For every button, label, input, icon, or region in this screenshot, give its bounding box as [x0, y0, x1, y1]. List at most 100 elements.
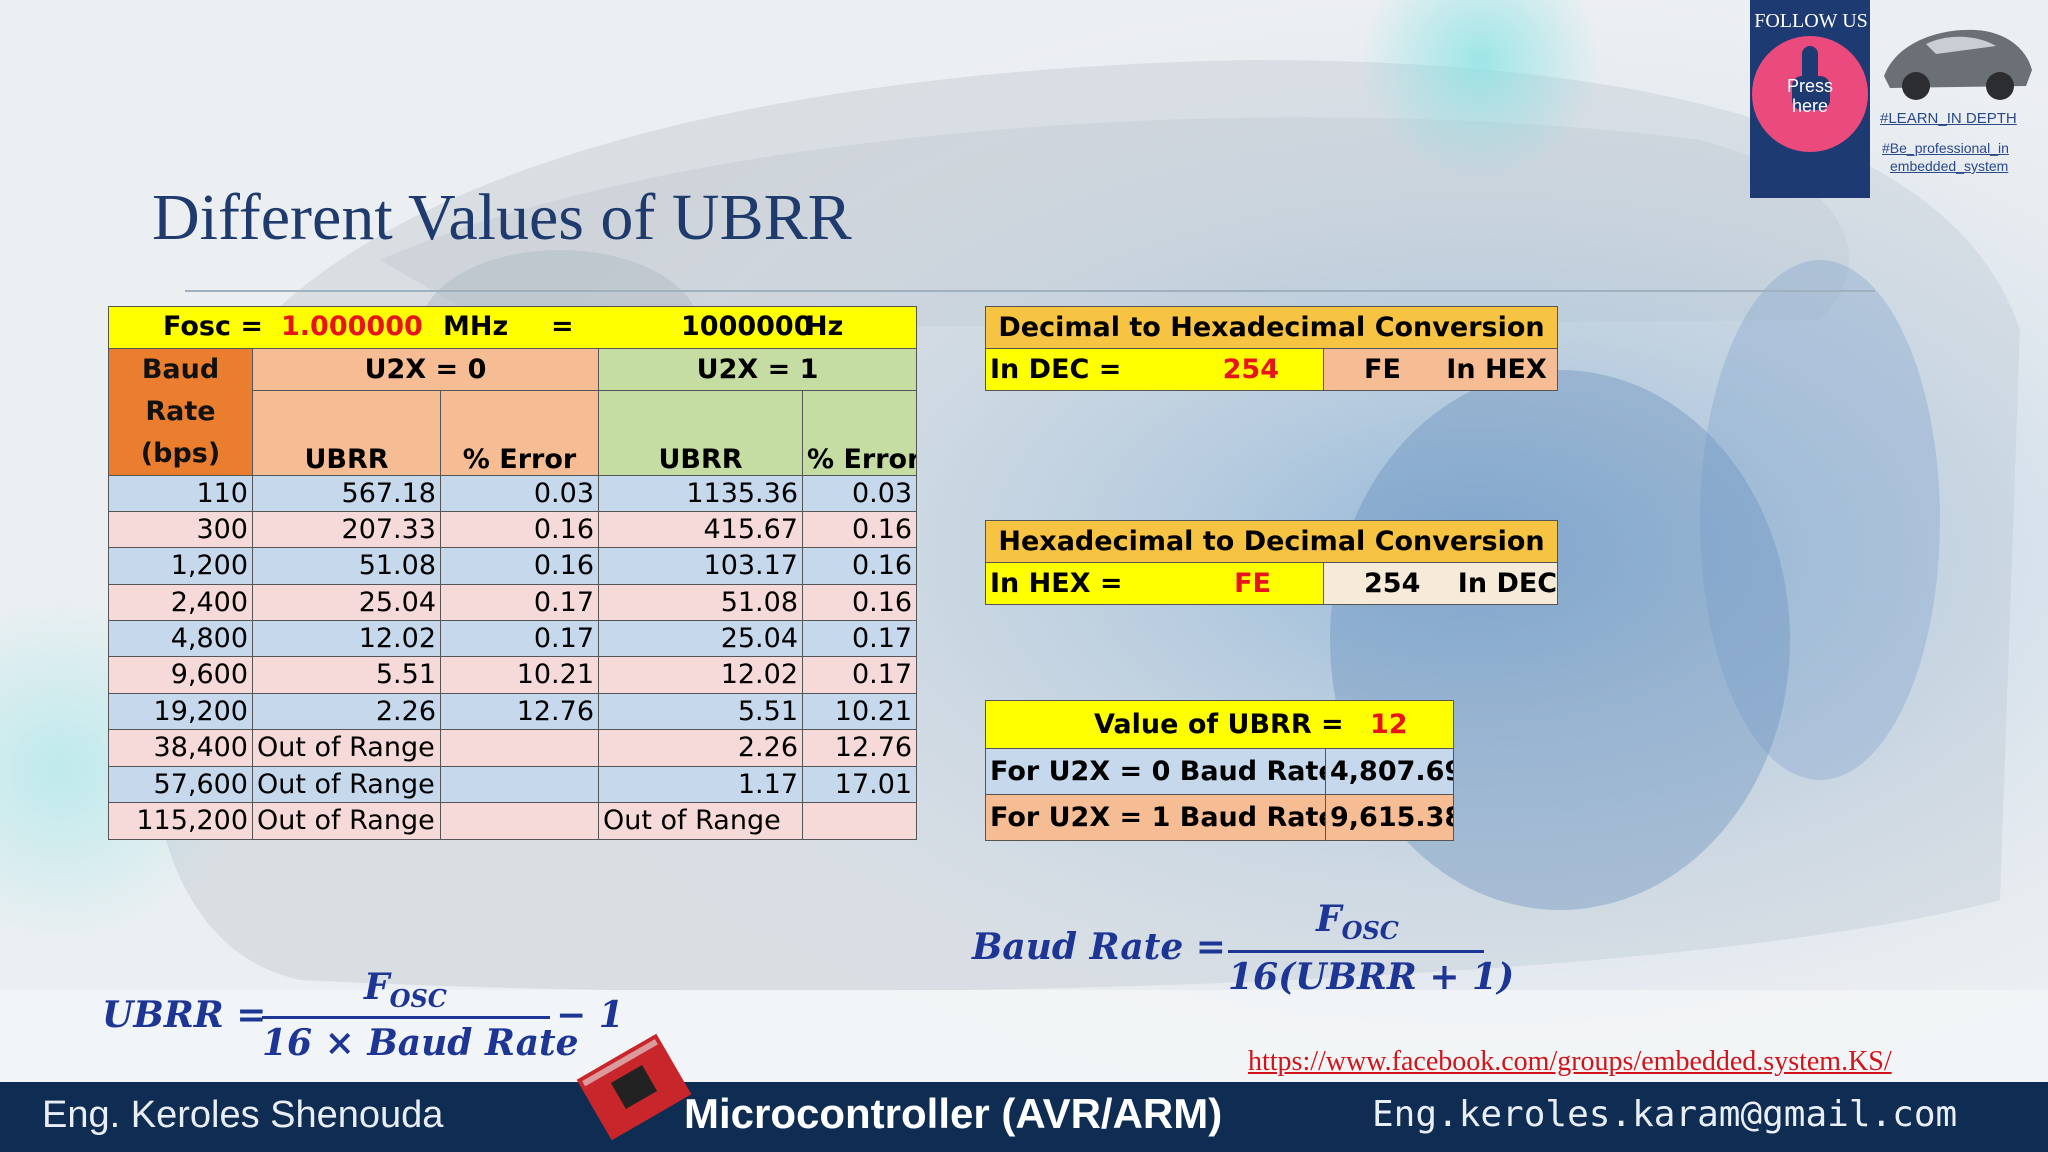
ubrr0-cell: 51.08	[252, 547, 441, 585]
table-row: 38,400 Out of Range 2.26 12.76	[108, 729, 918, 767]
table-row: 9,600 5.51 10.21 12.02 0.17	[108, 656, 918, 694]
u2x1-baud-value: 9,615.38	[1324, 794, 1455, 841]
table-row: 110 567.18 0.03 1135.36 0.03	[108, 475, 918, 512]
err0-cell	[440, 765, 599, 803]
dev-board-icon	[576, 1033, 692, 1141]
ubrr-value-cell[interactable]: Value of UBRR = 12	[984, 700, 1455, 749]
hex-input-cell[interactable]: In HEX = FE	[985, 562, 1324, 605]
err1-cell: 17.01	[801, 765, 918, 803]
footer-bar: Eng. Keroles Shenouda Microcontroller (A…	[0, 1033, 2048, 1152]
ubrr1-cell: 415.67	[598, 511, 803, 548]
baud-rate-cell: 2,400	[108, 583, 253, 621]
ubrr0-cell: Out of Range	[252, 729, 441, 767]
footer-author: Eng. Keroles Shenouda	[42, 1094, 444, 1136]
hex-output-value: FE	[1364, 354, 1401, 385]
footer-course: Microcontroller (AVR/ARM)	[684, 1090, 1223, 1137]
ubrr0-cell: 207.33	[252, 511, 441, 548]
fosc-equals: =	[551, 311, 574, 342]
fosc-mhz-unit: MHz	[443, 311, 509, 342]
ubrr1-cell: 2.26	[598, 729, 803, 767]
embedded-system-tag[interactable]: embedded_system	[1890, 158, 2009, 174]
ubrr-num-f: F	[364, 966, 390, 1008]
ubrr1-cell: 103.17	[598, 547, 803, 585]
car-thumbnail-icon	[1884, 29, 2032, 100]
baud-rate-cell: 1,200	[108, 547, 253, 585]
err1-cell: 12.76	[801, 729, 918, 767]
ubrr0-cell: 567.18	[252, 475, 441, 512]
ubrr1-cell: Out of Range	[598, 802, 803, 840]
err0-cell	[440, 802, 599, 840]
learn-in-depth-tag[interactable]: #LEARN_IN DEPTH	[1880, 110, 2017, 127]
ubrr-table: Fosc = 1.000000 MHz = 1000000 Hz Baud Ra…	[107, 306, 918, 840]
footer-email[interactable]: Eng.keroles.karam@gmail.com	[1372, 1094, 1958, 1135]
ubrr-formula-tail: − 1	[556, 994, 624, 1036]
u2x0-header: U2X = 0	[252, 347, 599, 392]
dec-input-cell[interactable]: In DEC = 254	[985, 348, 1324, 391]
baud-rate-cell: 4,800	[108, 620, 253, 657]
ubrr-fraction-bar	[262, 1016, 550, 1019]
hex-output-label: In HEX	[1446, 354, 1547, 385]
dec-to-hex-title: Decimal to Hexadecimal Conversion	[985, 306, 1558, 349]
dec-input-label: In DEC =	[990, 354, 1122, 385]
facebook-group-link[interactable]: https://www.facebook.com/groups/embedded…	[1248, 1046, 1892, 1077]
err1-header: % Error	[801, 390, 918, 476]
dec-input-value: 254	[1222, 354, 1279, 385]
baud-fraction-bar	[1228, 950, 1484, 953]
err1-cell: 0.16	[801, 511, 918, 548]
table-row: 1,200 51.08 0.16 103.17 0.16	[108, 547, 918, 585]
ubrr1-header: UBRR	[598, 390, 803, 476]
u2x0-baud-value: 4,807.69	[1324, 748, 1455, 795]
ubrr-formula-denominator: 16 × Baud Rate	[262, 1022, 579, 1064]
u2x1-header: U2X = 1	[597, 347, 918, 392]
ubrr-num-sub: OSC	[389, 984, 447, 1014]
ubrr-formula-lhs: UBRR =	[102, 994, 267, 1036]
err1-cell: 0.16	[801, 583, 918, 621]
slide-title: Different Values of UBRR	[152, 181, 852, 254]
ubrr-formula-numerator: FOSC	[364, 966, 447, 1013]
err0-cell: 12.76	[440, 692, 599, 730]
dec-to-hex-box: Decimal to Hexadecimal Conversion In DEC…	[985, 306, 1558, 391]
ubrr1-cell: 5.51	[598, 692, 803, 730]
dec-output-value: 254	[1364, 568, 1421, 599]
fosc-hz-unit: Hz	[805, 311, 844, 342]
err0-header: % Error	[440, 390, 599, 476]
ubrr1-cell: 1135.36	[598, 475, 803, 512]
baud-num-f: F	[1316, 898, 1342, 940]
err0-cell: 0.17	[440, 620, 599, 657]
ubrr-value-box: Value of UBRR = 12 For U2X = 0 Baud Rate…	[984, 700, 1455, 841]
baud-rate-cell: 300	[108, 511, 253, 548]
ubrr-value-label: Value of UBRR =	[1094, 709, 1344, 740]
baud-formula-denominator: 16(UBRR + 1)	[1228, 956, 1515, 998]
ubrr1-cell: 1.17	[598, 765, 803, 803]
title-divider	[185, 290, 1875, 292]
press-here-button[interactable]: Press here	[1752, 36, 1868, 152]
ubrr0-header: UBRR	[252, 390, 441, 476]
follow-us-panel[interactable]: FOLLOW US Press here	[1750, 0, 1870, 198]
hex-input-value: FE	[1234, 568, 1271, 599]
pointing-hand-icon	[1792, 46, 1830, 110]
err0-cell: 0.16	[440, 547, 599, 585]
baud-rate-cell: 19,200	[108, 692, 253, 730]
baud-rate-cell: 9,600	[108, 656, 253, 694]
ubrr-value: 12	[1370, 709, 1408, 740]
table-row: 4,800 12.02 0.17 25.04 0.17	[108, 620, 918, 657]
baud-formula-numerator: FOSC	[1316, 898, 1399, 945]
fosc-hz-value: 1000000	[681, 311, 813, 342]
fosc-mhz-value: 1.000000	[281, 311, 423, 342]
table-row: 19,200 2.26 12.76 5.51 10.21	[108, 692, 918, 730]
ubrr1-cell: 12.02	[598, 656, 803, 694]
hex-to-dec-title: Hexadecimal to Decimal Conversion	[985, 520, 1558, 563]
dec-output-label: In DEC	[1457, 568, 1558, 599]
press-label: Press	[1786, 76, 1833, 96]
err1-cell: 10.21	[801, 692, 918, 730]
err0-cell	[440, 729, 599, 767]
baud-rate-cell: 115,200	[108, 802, 253, 840]
u2x0-baud-label: For U2X = 0 Baud Rate=	[985, 748, 1326, 795]
err0-cell: 0.17	[440, 583, 599, 621]
baud-rate-header: Baud Rate (bps)	[108, 348, 253, 476]
be-professional-tag[interactable]: #Be_professional_in	[1882, 140, 2009, 156]
err1-cell: 0.03	[801, 475, 918, 512]
err1-cell: 0.17	[801, 620, 918, 657]
err1-cell: 0.17	[801, 656, 918, 694]
ubrr0-cell: Out of Range	[252, 802, 441, 840]
